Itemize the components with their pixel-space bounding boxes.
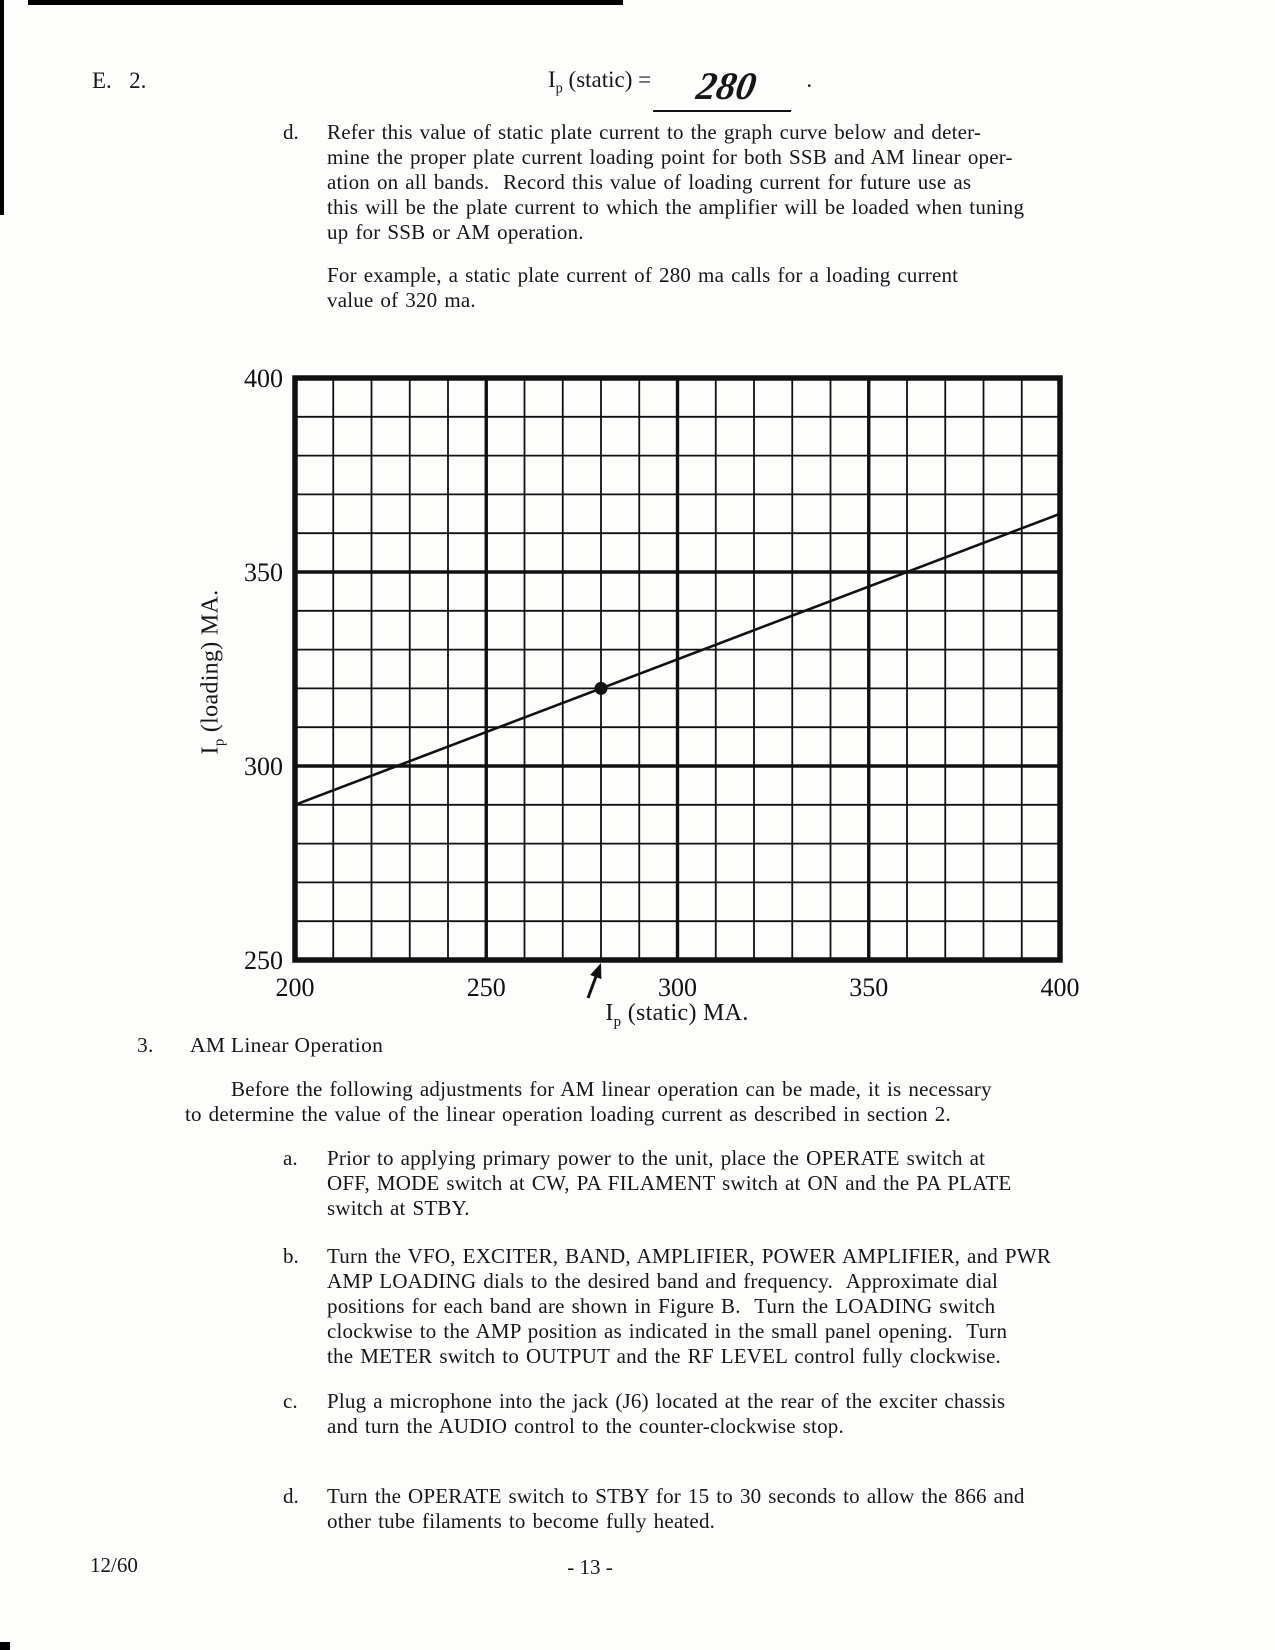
y-tick-label: 350 [244, 558, 283, 587]
item-d-text: Turn the OPERATE switch to STBY for 15 t… [327, 1484, 1025, 1533]
static-current-formula: Ip (static) = 280 . [548, 65, 812, 112]
footer-date-code: 12/60 [90, 1553, 138, 1577]
x-axis-label: Ip (static) MA. [605, 1000, 749, 1030]
x-tick-label: 300 [658, 973, 697, 1002]
x-tick-label: 350 [849, 973, 888, 1002]
x-tick-label: 400 [1041, 973, 1080, 1002]
scan-artifact-left [0, 0, 4, 215]
paragraph-d-text: Refer this value of static plate current… [327, 120, 1025, 244]
formula-subscript: p [555, 80, 563, 97]
x-tick-label: 250 [467, 973, 506, 1002]
x-tick-label: 200 [276, 973, 315, 1002]
paragraph-d-letter: d. [283, 120, 299, 144]
section-3-number: 3. [137, 1033, 154, 1057]
y-tick-label: 250 [244, 946, 283, 975]
section-number: 2. [129, 68, 147, 93]
y-tick-label: 300 [244, 752, 283, 781]
section-3-intro: Before the following adjustments for AM … [185, 1077, 992, 1126]
item-a-text: Prior to applying primary power to the u… [327, 1146, 1012, 1220]
curve-line [294, 512, 1061, 807]
arrow-head [590, 963, 602, 980]
item-a-letter: a. [283, 1146, 298, 1170]
footer-page-number: - 13 - [567, 1555, 613, 1579]
data-point-marker [594, 681, 608, 695]
handwritten-value: 280 [652, 65, 799, 112]
section-label: E. 2. [92, 68, 147, 93]
section-3-title: AM Linear Operation [190, 1033, 384, 1057]
item-d-letter: d. [283, 1484, 299, 1508]
example-paragraph: For example, a static plate current of 2… [327, 263, 959, 312]
scan-artifact-top [28, 0, 623, 5]
item-c-text: Plug a microphone into the jack (J6) loc… [327, 1389, 1006, 1438]
plot-border [292, 375, 1063, 963]
y-tick-label: 400 [244, 364, 283, 393]
item-b-text: Turn the VFO, EXCITER, BAND, AMPLIFIER, … [327, 1244, 1052, 1368]
item-c-letter: c. [283, 1389, 298, 1413]
scan-artifact-bottom [0, 1642, 10, 1650]
item-b-letter: b. [283, 1244, 299, 1268]
